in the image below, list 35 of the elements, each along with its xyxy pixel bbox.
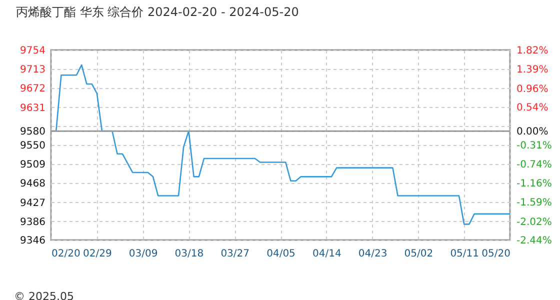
y2-tick-label: 1.82%	[516, 46, 548, 56]
text: © 2025.05	[14, 290, 74, 300]
y2-tick-label: 0.00%	[516, 126, 548, 138]
x-tick-label: 03/09	[128, 248, 158, 260]
y2-tick-label: -1.59%	[516, 198, 552, 209]
y-tick-label: 9427	[20, 198, 46, 209]
y2-tick-label: -0.74%	[516, 160, 552, 171]
y-tick-label: 9346	[20, 236, 46, 246]
y-tick-label: 9631	[20, 102, 46, 114]
y-tick-label: 9672	[20, 84, 46, 95]
x-tick-label: 05/02	[404, 248, 434, 260]
x-tick-label: 02/29	[82, 248, 112, 260]
x-tick-label: 03/18	[174, 248, 204, 260]
y2-tick-label: 1.39%	[516, 64, 548, 76]
y2-tick-label: -1.16%	[516, 178, 552, 190]
y-tick-label: 9386	[20, 216, 46, 228]
y2-tick-label: -2.02%	[516, 216, 552, 228]
y-tick-label: 9550	[20, 140, 46, 152]
y2-tick-label: -2.44%	[516, 236, 552, 246]
y2-tick-label: -0.31%	[516, 140, 552, 152]
x-tick-label: 02/20	[52, 248, 80, 260]
y-tick-label: 9713	[20, 64, 46, 76]
y2-tick-label: 0.54%	[516, 102, 548, 114]
y-tick-label: 9754	[20, 46, 46, 56]
x-tick-label: 03/27	[220, 248, 250, 260]
y-tick-label: 9580	[20, 126, 46, 138]
chart-title: 丙烯酸丁酯 华东 综合价 2024-02-20 - 2024-05-20	[16, 5, 299, 19]
y2-tick-label: 0.96%	[516, 84, 548, 95]
y-tick-label: 9468	[20, 178, 46, 190]
x-tick-label: 05/11	[450, 248, 480, 260]
y-tick-label: 9509	[20, 160, 46, 171]
x-tick-label: 04/05	[266, 248, 296, 260]
x-tick-label: 04/23	[358, 248, 388, 260]
x-tick-label: 04/14	[312, 248, 342, 260]
x-tick-label: 05/20	[482, 248, 510, 260]
